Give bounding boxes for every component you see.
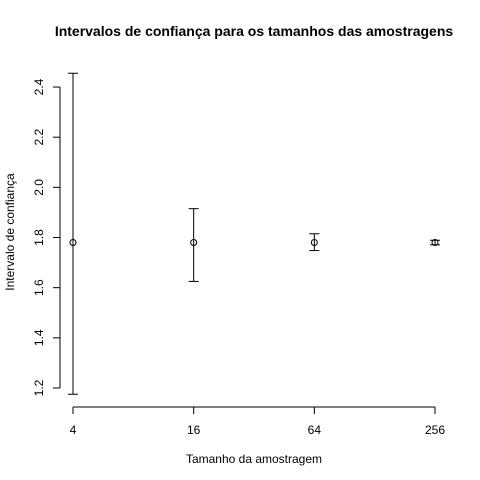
data-point-64 bbox=[310, 239, 318, 247]
x-axis-label: Tamanho da amostragem bbox=[186, 452, 322, 466]
data-point-group-16 bbox=[188, 208, 199, 282]
y-tick-label-1.2: 1.2 bbox=[32, 379, 46, 396]
data-point-group-64 bbox=[309, 233, 320, 252]
data-point-group-4 bbox=[68, 72, 78, 395]
y-axis: 1.2 1.4 1.6 1.8 2.0 2.2 2.4 bbox=[32, 78, 61, 396]
x-tick-label-64: 64 bbox=[308, 423, 322, 437]
y-tick-label-1.8: 1.8 bbox=[32, 229, 46, 246]
data-point-4 bbox=[69, 239, 77, 247]
chart-title: Intervalos de confiança para os tamanhos… bbox=[55, 23, 454, 39]
y-tick-label-1.4: 1.4 bbox=[32, 329, 46, 346]
x-tick-label-4: 4 bbox=[70, 423, 77, 437]
plot-marks bbox=[68, 72, 440, 395]
y-axis-label: Intervalo de confiança bbox=[3, 173, 17, 291]
data-point-group-256 bbox=[430, 239, 440, 247]
y-tick-label-1.6: 1.6 bbox=[32, 279, 46, 296]
data-point-16 bbox=[190, 239, 198, 247]
data-point-256 bbox=[431, 239, 439, 247]
x-tick-label-16: 16 bbox=[187, 423, 201, 437]
x-axis: 4 16 64 256 bbox=[70, 406, 445, 437]
x-tick-label-256: 256 bbox=[425, 423, 445, 437]
y-tick-label-2.4: 2.4 bbox=[32, 78, 46, 95]
y-tick-label-2.0: 2.0 bbox=[32, 179, 46, 196]
y-tick-label-2.2: 2.2 bbox=[32, 129, 46, 146]
